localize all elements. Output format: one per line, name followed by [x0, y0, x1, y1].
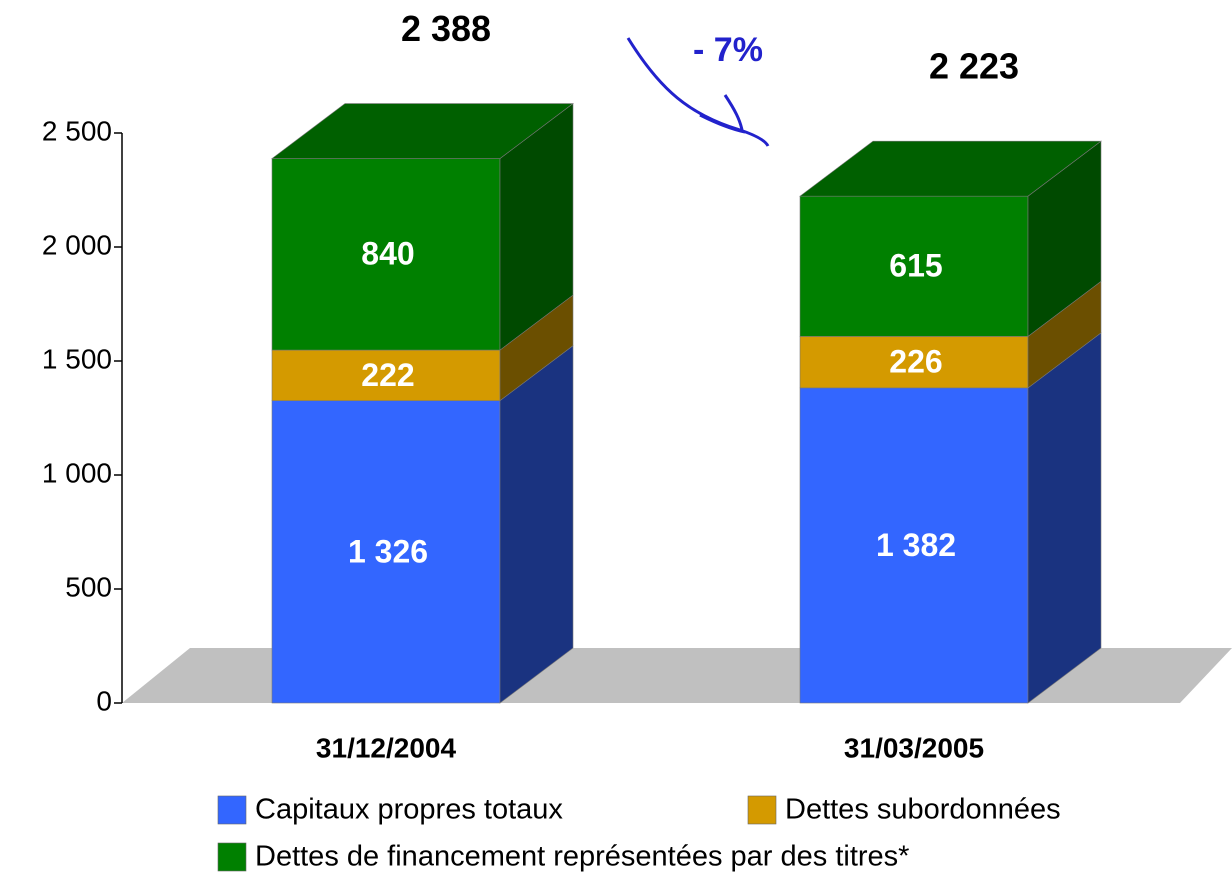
total-label: 2 388 [401, 8, 491, 49]
data-label: 222 [361, 357, 414, 393]
bar-side [499, 345, 574, 704]
y-tick-label: 1 000 [42, 457, 112, 488]
bar-side [1027, 332, 1102, 704]
y-tick-label: 2 500 [42, 115, 112, 146]
legend-label: Capitaux propres totaux [255, 794, 563, 826]
arrow [626, 37, 770, 147]
annotation: - 7% [693, 31, 763, 69]
bar-top [799, 140, 1102, 197]
bar-top [271, 103, 574, 159]
y-tick-label: 1 500 [42, 343, 112, 374]
bar-segment [271, 349, 501, 401]
data-label: 1 326 [348, 533, 428, 569]
total-label: 2 223 [929, 46, 1019, 87]
data-label: 1 382 [876, 527, 956, 563]
bar-segment [799, 387, 1029, 704]
x-tick-label: 31/12/2004 [316, 732, 457, 763]
y-tick-label: 2 000 [42, 229, 112, 260]
x-tick-label: 31/03/2005 [844, 732, 984, 763]
y-tick-label: 0 [96, 685, 112, 716]
legend-label: Dettes subordonnées [785, 794, 1061, 826]
bar-segment [271, 400, 501, 704]
legend-swatch [747, 795, 777, 825]
data-label: 615 [889, 248, 942, 284]
data-label: 226 [889, 344, 942, 380]
y-tick-label: 500 [65, 571, 112, 602]
bar-segment [799, 336, 1029, 389]
legend-swatch [217, 842, 247, 872]
legend-label: Dettes de financement représentées par d… [255, 841, 909, 873]
data-label: 840 [361, 236, 414, 272]
legend-swatch [217, 795, 247, 825]
